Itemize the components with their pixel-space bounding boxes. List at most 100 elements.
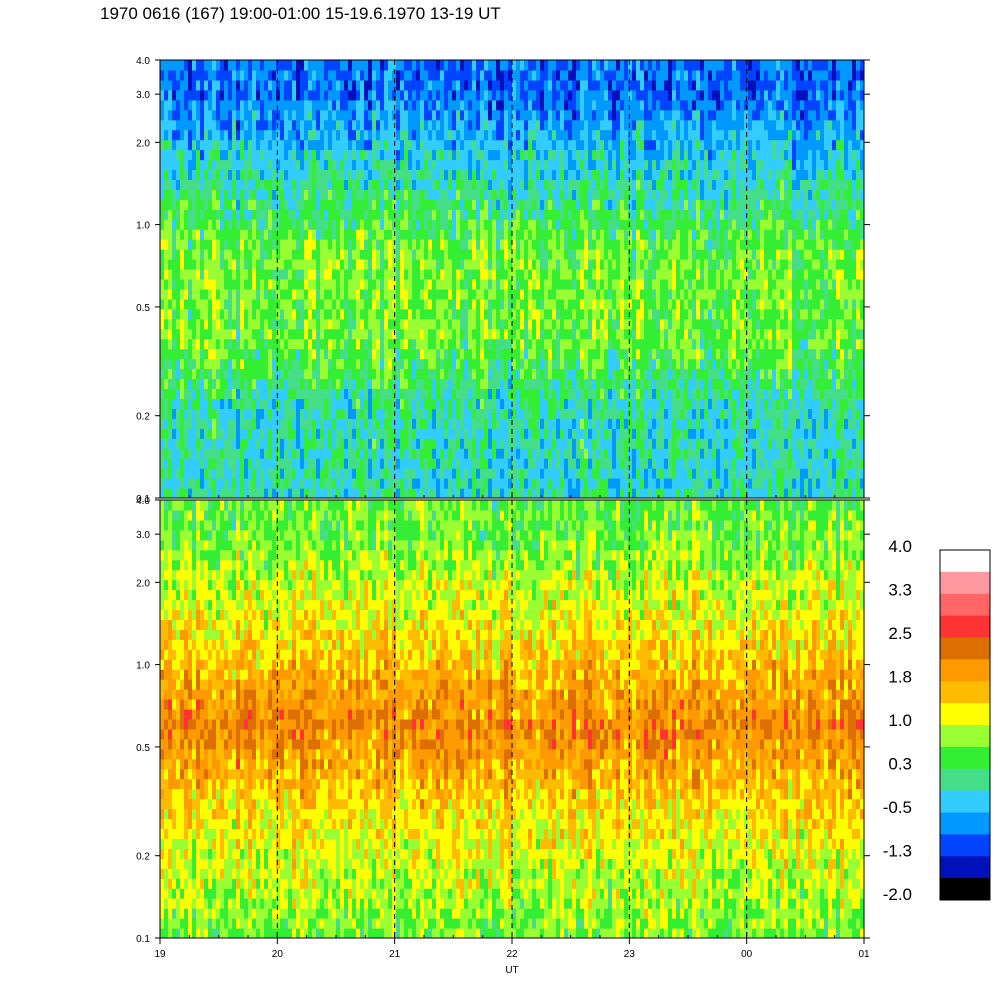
heatmap-cell xyxy=(364,418,369,429)
heatmap-cell xyxy=(244,219,249,230)
heatmap-cell xyxy=(476,129,481,141)
heatmap-cell xyxy=(260,318,265,330)
heatmap-cell xyxy=(464,289,469,300)
heatmap-cell xyxy=(408,338,413,350)
heatmap-cell xyxy=(244,318,249,330)
heatmap-cell xyxy=(500,289,505,300)
heatmap-cell xyxy=(412,398,417,409)
heatmap-cell xyxy=(608,139,613,151)
heatmap-cell xyxy=(164,209,169,220)
heatmap-cell xyxy=(444,468,449,479)
heatmap-cell xyxy=(552,438,557,449)
heatmap-cell xyxy=(344,259,349,270)
heatmap-cell xyxy=(200,468,205,479)
heatmap-cell xyxy=(292,259,297,270)
heatmap-cell xyxy=(380,428,385,439)
heatmap-cell xyxy=(324,338,329,350)
heatmap-cell xyxy=(404,269,409,280)
heatmap-cell xyxy=(396,189,401,200)
heatmap-cell xyxy=(252,179,257,190)
heatmap-cell xyxy=(416,428,421,439)
heatmap-cell xyxy=(164,488,169,499)
heatmap-cell xyxy=(536,99,541,111)
heatmap-cell xyxy=(196,259,201,270)
heatmap-cell xyxy=(532,239,537,250)
heatmap-cell xyxy=(596,159,601,170)
heatmap-cell xyxy=(412,289,417,300)
heatmap-cell xyxy=(440,338,445,350)
heatmap-cell xyxy=(160,219,165,230)
heatmap-cell xyxy=(480,408,485,419)
heatmap-cell xyxy=(448,408,453,419)
heatmap-cell xyxy=(236,338,241,350)
heatmap-cell xyxy=(428,149,433,161)
heatmap-cell xyxy=(320,398,325,409)
heatmap-cell xyxy=(216,458,221,469)
heatmap-cell xyxy=(520,308,525,320)
heatmap-cell xyxy=(336,448,341,459)
heatmap-cell xyxy=(484,378,489,389)
heatmap-cell xyxy=(196,328,201,340)
heatmap-cell xyxy=(412,219,417,230)
heatmap-cell xyxy=(236,418,241,429)
heatmap-cell xyxy=(560,328,565,340)
heatmap-cell xyxy=(352,289,357,300)
heatmap-cell xyxy=(464,99,469,111)
heatmap-cell xyxy=(252,249,257,260)
heatmap-cell xyxy=(400,279,405,290)
heatmap-cell xyxy=(508,289,513,300)
heatmap-cell xyxy=(336,209,341,220)
heatmap-cell xyxy=(276,388,281,399)
heatmap-cell xyxy=(288,289,293,300)
heatmap-cell xyxy=(276,328,281,340)
heatmap-cell xyxy=(352,428,357,439)
heatmap-cell xyxy=(312,209,317,220)
heatmap-cell xyxy=(212,308,217,320)
heatmap-cell xyxy=(196,89,201,101)
heatmap-cell xyxy=(352,308,357,320)
heatmap-cell xyxy=(376,179,381,190)
heatmap-cell xyxy=(432,60,437,71)
heatmap-cell xyxy=(576,259,581,270)
heatmap-cell xyxy=(196,318,201,330)
heatmap-cell xyxy=(384,318,389,330)
heatmap-cell xyxy=(520,199,525,210)
heatmap-cell xyxy=(420,289,425,300)
heatmap-cell xyxy=(604,338,609,350)
heatmap-cell xyxy=(508,308,513,320)
heatmap-cell xyxy=(336,70,341,81)
heatmap-cell xyxy=(360,139,365,151)
heatmap-cell xyxy=(372,478,377,489)
heatmap-cell xyxy=(452,289,457,300)
heatmap-cell xyxy=(596,478,601,489)
heatmap-cell xyxy=(500,328,505,340)
heatmap-cell xyxy=(200,259,205,270)
heatmap-cell xyxy=(556,249,561,260)
heatmap-cell xyxy=(324,458,329,469)
heatmap-cell xyxy=(388,488,393,499)
heatmap-cell xyxy=(568,179,573,190)
heatmap-cell xyxy=(240,328,245,340)
heatmap-cell xyxy=(448,418,453,429)
heatmap-cell xyxy=(440,229,445,240)
heatmap-cell xyxy=(264,458,269,469)
heatmap-cell xyxy=(324,289,329,300)
heatmap-cell xyxy=(356,318,361,330)
heatmap-cell xyxy=(160,99,165,111)
heatmap-cell xyxy=(232,368,237,380)
heatmap-cell xyxy=(260,119,265,131)
heatmap-cell xyxy=(336,478,341,489)
heatmap-cell xyxy=(216,189,221,200)
heatmap-cell xyxy=(284,279,289,290)
heatmap-cell xyxy=(452,328,457,340)
heatmap-cell xyxy=(576,358,581,370)
heatmap-cell xyxy=(552,338,557,350)
heatmap-cell xyxy=(516,179,521,190)
heatmap-cell xyxy=(572,219,577,230)
heatmap-cell xyxy=(384,179,389,190)
heatmap-cell xyxy=(524,398,529,409)
heatmap-cell xyxy=(216,368,221,380)
heatmap-cell xyxy=(600,249,605,260)
heatmap-cell xyxy=(348,388,353,399)
heatmap-cell xyxy=(504,348,509,360)
